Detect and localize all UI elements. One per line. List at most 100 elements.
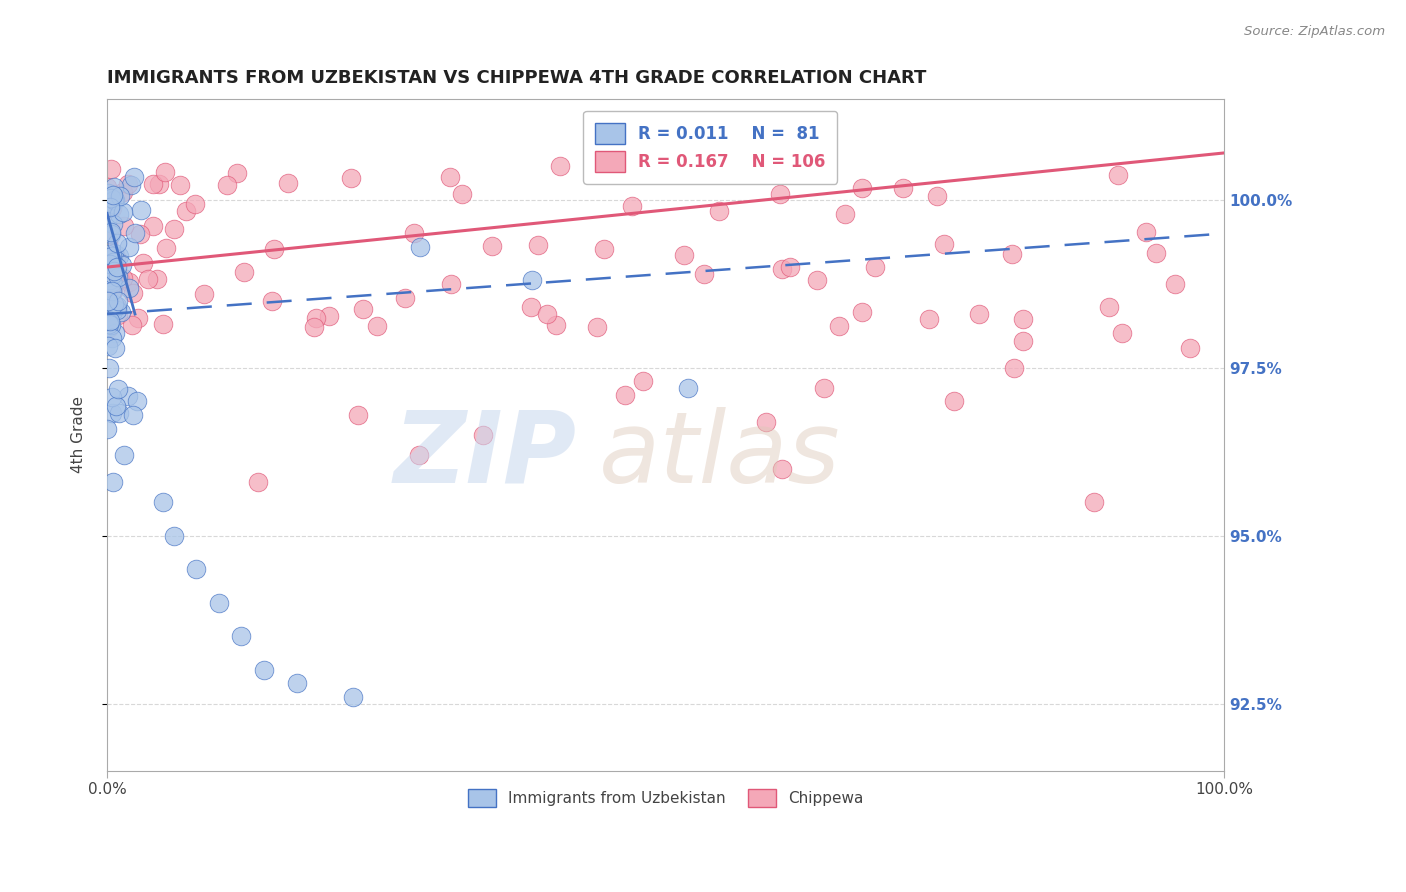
Point (252, 663, 274, 677)
Point (104, 267, 127, 281)
Point (100, 227, 122, 241)
Point (1002, 360, 1025, 375)
Point (100, 314, 122, 328)
Point (104, 193, 127, 207)
Point (215, 178, 238, 192)
Point (103, 194, 125, 208)
Point (103, 264, 125, 278)
Point (108, 207, 131, 221)
Point (806, 273, 828, 287)
Point (101, 267, 124, 281)
Point (925, 189, 948, 203)
Point (183, 196, 205, 211)
Point (755, 415, 778, 429)
Point (404, 227, 426, 241)
Point (97, 338, 120, 352)
Point (471, 428, 494, 442)
Point (186, 562, 208, 576)
Point (408, 448, 430, 462)
Point (136, 272, 159, 286)
Point (103, 245, 125, 260)
Point (163, 221, 186, 235)
Point (481, 239, 503, 253)
Point (863, 260, 886, 274)
Point (101, 475, 124, 489)
Point (121, 318, 143, 333)
Point (1180, 341, 1202, 355)
Point (304, 320, 326, 334)
Point (231, 629, 253, 643)
Point (520, 273, 543, 287)
Point (1083, 495, 1105, 509)
Point (100, 252, 122, 266)
Point (769, 187, 792, 202)
Point (546, 318, 568, 333)
Point (233, 265, 256, 279)
Point (208, 596, 231, 610)
Point (97, 186, 120, 200)
Point (117, 239, 139, 253)
Point (108, 406, 131, 420)
Point (129, 202, 152, 217)
Point (97, 269, 120, 284)
Point (131, 256, 153, 270)
Point (98, 257, 121, 271)
Point (105, 302, 128, 317)
Point (1144, 245, 1167, 260)
Point (97, 247, 120, 261)
Point (174, 204, 197, 219)
Point (450, 187, 472, 202)
Point (340, 170, 363, 185)
Point (586, 320, 609, 334)
Point (105, 251, 128, 265)
Point (97, 197, 120, 211)
Point (112, 205, 135, 219)
Text: Source: ZipAtlas.com: Source: ZipAtlas.com (1244, 25, 1385, 38)
Text: IMMIGRANTS FROM UZBEKISTAN VS CHIPPEWA 4TH GRADE CORRELATION CHART: IMMIGRANTS FROM UZBEKISTAN VS CHIPPEWA 4… (107, 69, 927, 87)
Point (633, 374, 655, 388)
Point (142, 177, 165, 191)
Point (155, 241, 177, 255)
Point (318, 310, 340, 324)
Point (100, 200, 122, 214)
Point (96, 234, 118, 248)
Point (103, 296, 125, 310)
Point (1011, 334, 1033, 348)
Point (693, 267, 716, 281)
Point (101, 284, 124, 298)
Point (263, 242, 285, 256)
Point (124, 227, 146, 241)
Point (834, 207, 856, 221)
Point (145, 272, 167, 286)
Point (100, 191, 122, 205)
Point (101, 186, 124, 201)
Point (100, 201, 122, 215)
Point (96, 180, 118, 194)
Point (967, 307, 990, 321)
Point (285, 676, 308, 690)
Point (108, 189, 131, 203)
Point (107, 382, 129, 396)
Point (105, 300, 128, 314)
Point (111, 270, 134, 285)
Point (117, 177, 139, 191)
Point (97, 318, 120, 332)
Point (120, 178, 142, 193)
Point (779, 260, 801, 275)
Point (101, 188, 124, 202)
Point (98, 250, 121, 264)
Point (918, 311, 941, 326)
Point (813, 381, 835, 395)
Point (105, 236, 128, 251)
Point (770, 261, 793, 276)
Point (103, 284, 125, 298)
Point (108, 272, 131, 286)
Point (277, 176, 299, 190)
Point (142, 219, 165, 233)
Point (851, 304, 873, 318)
Point (934, 236, 956, 251)
Point (260, 293, 283, 308)
Point (1001, 246, 1024, 260)
Point (520, 300, 543, 314)
Point (105, 260, 128, 274)
